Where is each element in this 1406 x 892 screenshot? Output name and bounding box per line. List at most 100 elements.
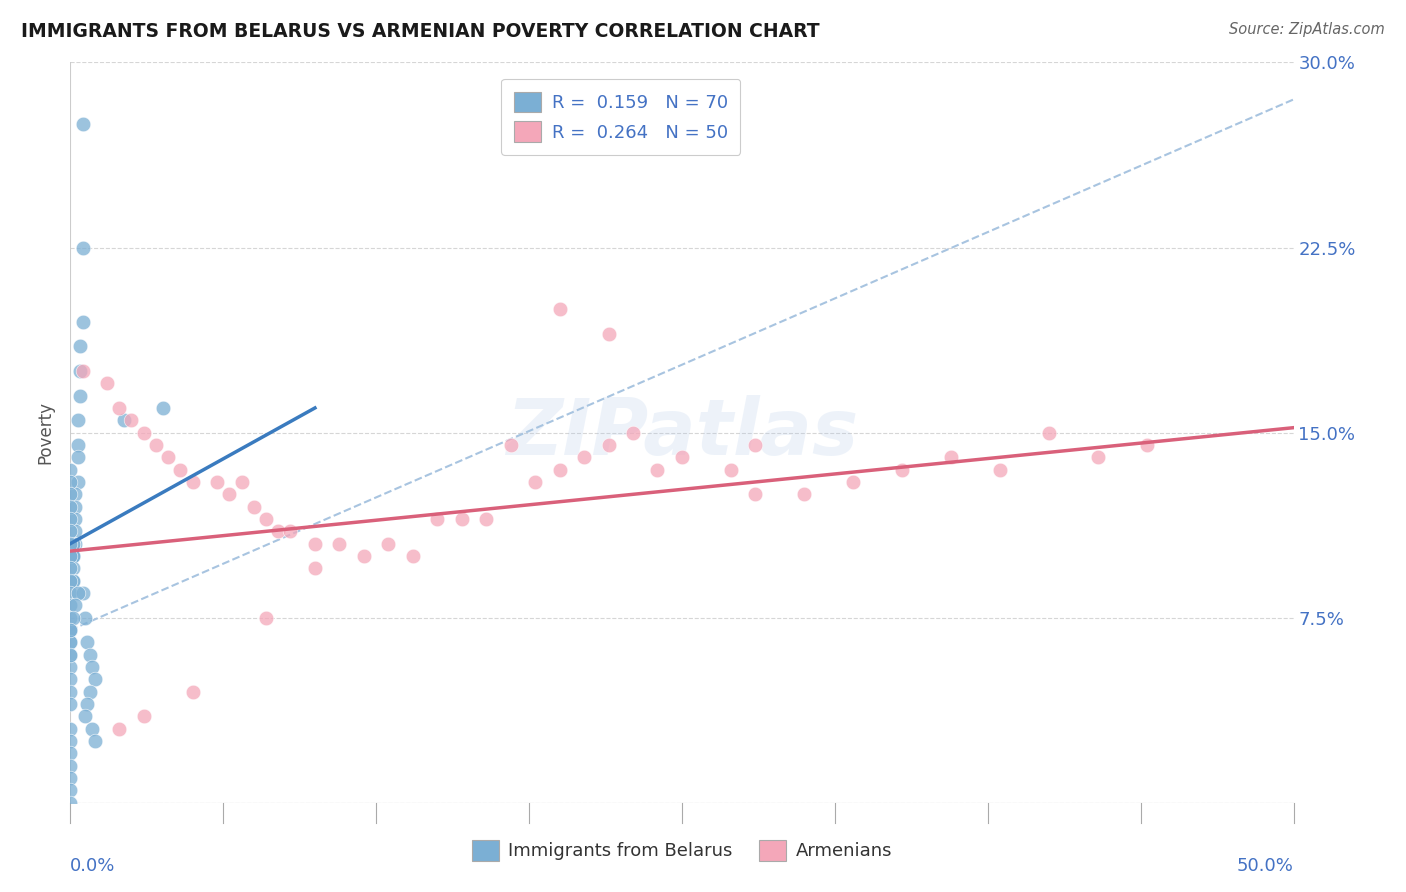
Point	[66, 586, 89, 600]
Point	[83, 673, 105, 687]
Point	[69, 339, 91, 353]
Point	[304, 561, 326, 575]
Point	[720, 462, 742, 476]
Point	[63, 536, 86, 550]
Point	[328, 536, 350, 550]
Text: ZIPatlas: ZIPatlas	[506, 394, 858, 471]
Point	[79, 648, 101, 662]
Point	[243, 500, 266, 514]
Point	[377, 536, 399, 550]
Point	[121, 413, 143, 427]
Text: Source: ZipAtlas.com: Source: ZipAtlas.com	[1229, 22, 1385, 37]
Point	[59, 512, 82, 526]
Point	[73, 610, 96, 624]
Point	[132, 709, 155, 723]
Point	[524, 475, 547, 489]
Point	[66, 413, 89, 427]
Point	[59, 783, 82, 797]
Point	[572, 450, 595, 465]
Point	[59, 586, 82, 600]
Point	[744, 438, 766, 452]
Point	[62, 549, 84, 563]
Point	[63, 524, 86, 539]
Point	[69, 388, 91, 402]
Point	[598, 326, 620, 341]
Point	[59, 771, 82, 785]
Point	[63, 500, 86, 514]
Point	[267, 524, 290, 539]
Text: 50.0%: 50.0%	[1237, 857, 1294, 875]
Point	[62, 574, 84, 588]
Point	[499, 438, 522, 452]
Point	[62, 561, 84, 575]
Point	[59, 660, 82, 674]
Point	[59, 722, 82, 736]
Point	[59, 487, 82, 501]
Point	[152, 401, 174, 415]
Point	[72, 314, 94, 328]
Point	[72, 364, 94, 378]
Point	[1087, 450, 1109, 465]
Point	[475, 512, 498, 526]
Point	[108, 401, 131, 415]
Point	[59, 635, 82, 649]
Point	[79, 685, 101, 699]
Point	[450, 512, 472, 526]
Point	[621, 425, 644, 440]
Point	[744, 487, 766, 501]
Point	[59, 610, 82, 624]
Point	[402, 549, 425, 563]
Point	[548, 302, 571, 317]
Point	[181, 475, 204, 489]
Point	[73, 709, 96, 723]
Point	[169, 462, 191, 476]
Point	[157, 450, 180, 465]
Point	[72, 240, 94, 255]
Point	[59, 623, 82, 637]
Point	[254, 512, 277, 526]
Point	[59, 475, 82, 489]
Point	[59, 500, 82, 514]
Point	[231, 475, 253, 489]
Point	[132, 425, 155, 440]
Point	[59, 697, 82, 711]
Point	[62, 549, 84, 563]
Point	[59, 574, 82, 588]
Point	[63, 487, 86, 501]
Y-axis label: Poverty: Poverty	[37, 401, 55, 464]
Point	[69, 364, 91, 378]
Point	[353, 549, 375, 563]
Point	[82, 660, 104, 674]
Point	[66, 450, 89, 465]
Point	[108, 722, 131, 736]
Point	[218, 487, 240, 501]
Point	[939, 450, 962, 465]
Point	[59, 685, 82, 699]
Point	[76, 635, 98, 649]
Point	[145, 438, 167, 452]
Point	[63, 599, 86, 613]
Point	[59, 561, 82, 575]
Point	[63, 512, 86, 526]
Point	[59, 549, 82, 563]
Legend: Immigrants from Belarus, Armenians: Immigrants from Belarus, Armenians	[464, 832, 900, 868]
Point	[59, 635, 82, 649]
Point	[59, 796, 82, 810]
Point	[62, 610, 84, 624]
Point	[254, 610, 277, 624]
Point	[66, 438, 89, 452]
Point	[62, 574, 84, 588]
Point	[988, 462, 1011, 476]
Point	[59, 648, 82, 662]
Text: IMMIGRANTS FROM BELARUS VS ARMENIAN POVERTY CORRELATION CHART: IMMIGRANTS FROM BELARUS VS ARMENIAN POVE…	[21, 22, 820, 41]
Point	[59, 734, 82, 748]
Point	[59, 599, 82, 613]
Point	[59, 673, 82, 687]
Text: 0.0%: 0.0%	[70, 857, 115, 875]
Point	[76, 697, 98, 711]
Point	[426, 512, 449, 526]
Point	[280, 524, 302, 539]
Point	[59, 462, 82, 476]
Point	[647, 462, 669, 476]
Point	[62, 536, 84, 550]
